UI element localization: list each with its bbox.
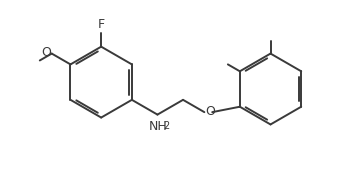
Text: 2: 2 (163, 120, 169, 130)
Text: F: F (98, 18, 105, 31)
Text: O: O (205, 105, 215, 118)
Text: NH: NH (149, 120, 168, 132)
Text: O: O (41, 46, 51, 59)
